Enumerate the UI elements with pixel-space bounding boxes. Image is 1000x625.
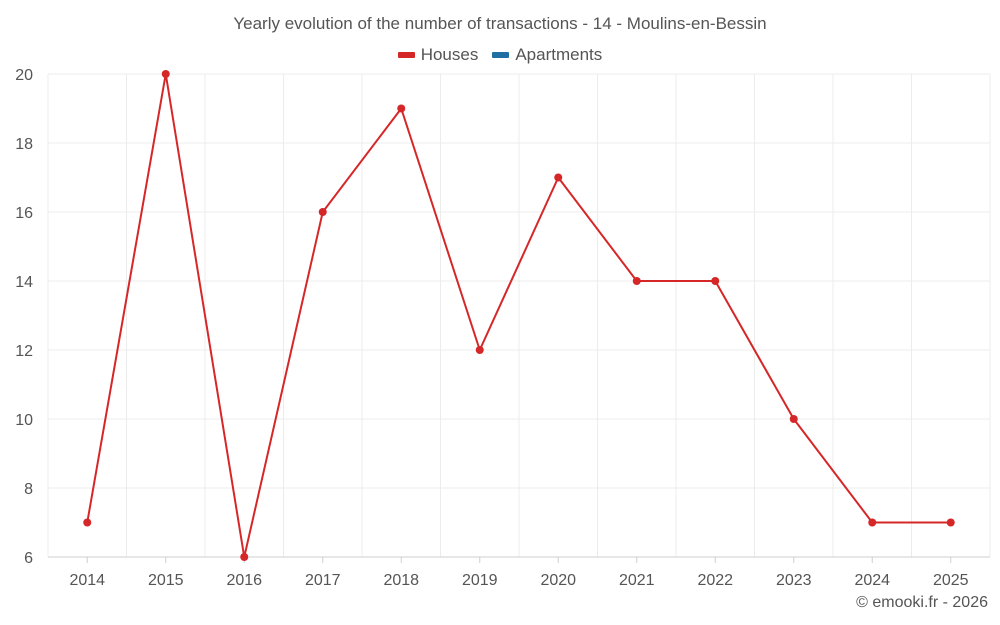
legend-swatch-apartments xyxy=(492,52,510,58)
y-tick-label: 12 xyxy=(15,343,33,360)
x-tick-label: 2021 xyxy=(619,572,655,589)
data-point xyxy=(475,346,484,354)
credit: © emooki.fr - 2026 xyxy=(856,594,988,611)
x-tick-label: 2020 xyxy=(540,572,576,589)
legend-item-houses[interactable]: Houses xyxy=(397,45,479,65)
data-point xyxy=(946,518,955,527)
legend: Houses Apartments xyxy=(0,45,1000,65)
x-tick-label: 2022 xyxy=(697,572,733,589)
legend-label-houses: Houses xyxy=(420,45,479,64)
x-tick-label: 2017 xyxy=(305,572,341,589)
x-tick-label: 2018 xyxy=(383,572,419,589)
legend-item-apartments[interactable]: Apartments xyxy=(492,45,602,65)
data-point xyxy=(789,415,798,423)
legend-label-apartments: Apartments xyxy=(515,45,603,64)
data-point xyxy=(868,518,877,527)
x-tick-label: 2015 xyxy=(148,572,184,589)
data-point xyxy=(632,277,641,285)
data-point xyxy=(554,173,563,182)
x-tick-label: 2019 xyxy=(462,572,498,589)
legend-swatch-houses xyxy=(397,52,415,58)
y-tick-label: 8 xyxy=(24,481,33,498)
chart-title: Yearly evolution of the number of transa… xyxy=(233,14,767,33)
data-point xyxy=(318,208,327,216)
x-tick-label: 2014 xyxy=(69,572,105,589)
data-point xyxy=(711,277,720,285)
x-tick-label: 2016 xyxy=(226,572,262,589)
y-tick-label: 10 xyxy=(15,412,33,429)
y-tick-label: 20 xyxy=(15,67,33,84)
data-point xyxy=(397,104,406,113)
y-tick-label: 14 xyxy=(15,274,33,291)
data-point xyxy=(240,553,249,561)
y-tick-label: 6 xyxy=(24,550,33,567)
data-point xyxy=(83,518,92,527)
series-line-houses xyxy=(86,73,951,558)
x-tick-label: 2024 xyxy=(854,572,890,589)
data-point xyxy=(161,70,170,78)
y-tick-label: 18 xyxy=(15,136,33,153)
x-tick-label: 2023 xyxy=(776,572,812,589)
x-tick-label: 2025 xyxy=(933,572,969,589)
y-tick-label: 16 xyxy=(15,205,33,222)
